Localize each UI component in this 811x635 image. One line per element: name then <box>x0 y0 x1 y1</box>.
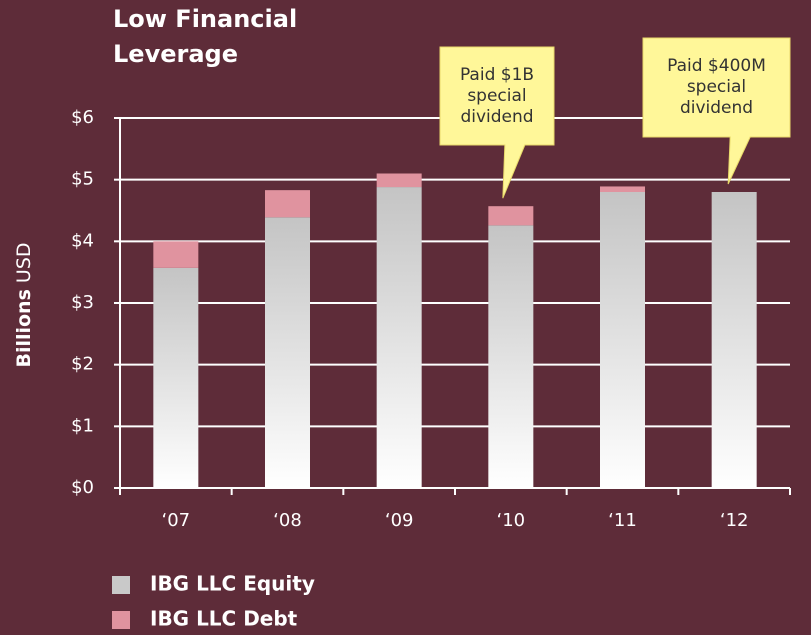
y-tick-label: $0 <box>71 477 94 498</box>
bar-segment <box>376 173 422 188</box>
y-axis-label-unit: USD <box>13 242 35 283</box>
callout-text: Paid $400M <box>667 56 766 76</box>
x-tick-label: ‘12 <box>720 510 749 531</box>
legend-label: IBG LLC Equity <box>150 572 315 596</box>
bar-segment <box>488 225 534 489</box>
y-tick-label: $4 <box>71 230 94 251</box>
callout <box>642 37 791 185</box>
callout-text: special <box>687 77 746 97</box>
bar-segment <box>376 187 422 489</box>
legend-label: IBG LLC Debt <box>150 607 298 631</box>
callout-text: dividend <box>460 107 533 127</box>
bar-segment <box>488 206 534 226</box>
x-tick-label: ‘09 <box>385 510 414 531</box>
y-tick-label: $6 <box>71 107 94 128</box>
bar-segment <box>153 241 199 268</box>
y-tick-label: $1 <box>71 415 94 436</box>
x-tick-label: ‘11 <box>608 510 637 531</box>
x-tick-label: ‘07 <box>162 510 191 531</box>
bar-segment <box>600 192 645 488</box>
legend-swatch <box>112 611 130 629</box>
bar-segment <box>265 190 310 218</box>
bar-segment <box>153 267 199 488</box>
chart-title: Low Financial <box>113 5 297 33</box>
bar-segment <box>265 217 310 489</box>
y-tick-label: $2 <box>71 354 94 375</box>
x-tick-label: ‘08 <box>273 510 302 531</box>
callout-text: Paid $1B <box>460 65 534 85</box>
y-tick-label: $3 <box>71 292 94 313</box>
chart-title: Leverage <box>113 40 238 68</box>
x-tick-label: ‘10 <box>497 510 526 531</box>
callout <box>439 46 555 199</box>
bar-segment <box>600 186 645 192</box>
callout-text: dividend <box>680 98 753 118</box>
legend-swatch <box>112 576 130 594</box>
y-tick-label: $5 <box>71 169 94 190</box>
bar-segment <box>711 192 757 488</box>
y-axis-label-bold: Billions <box>13 289 35 367</box>
y-axis-label: Billions USD <box>13 242 35 367</box>
callout-text: special <box>467 86 526 106</box>
